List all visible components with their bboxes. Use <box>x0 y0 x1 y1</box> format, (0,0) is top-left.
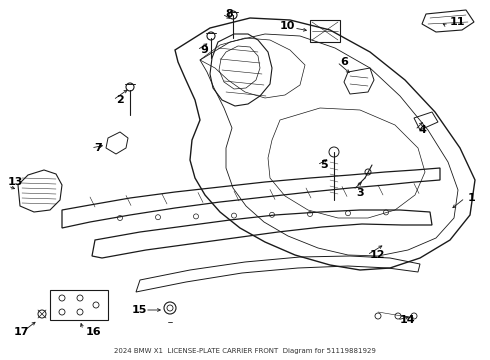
Text: 4: 4 <box>418 125 426 135</box>
Text: 2: 2 <box>116 95 124 105</box>
Text: 3: 3 <box>356 188 364 198</box>
Text: 2024 BMW X1  LICENSE-PLATE CARRIER FRONT  Diagram for 51119881929: 2024 BMW X1 LICENSE-PLATE CARRIER FRONT … <box>114 348 376 354</box>
Text: 6: 6 <box>340 57 348 67</box>
Text: 10: 10 <box>280 21 295 31</box>
Text: 11: 11 <box>450 17 465 27</box>
Text: 5: 5 <box>320 160 328 170</box>
Text: 14: 14 <box>400 315 416 325</box>
Text: 15: 15 <box>132 305 147 315</box>
Text: 12: 12 <box>370 250 386 260</box>
Text: 7: 7 <box>94 143 102 153</box>
Text: 13: 13 <box>8 177 24 187</box>
Text: 8: 8 <box>225 9 233 19</box>
Text: 9: 9 <box>200 45 208 55</box>
Text: 16: 16 <box>86 327 101 337</box>
Text: 1: 1 <box>468 193 476 203</box>
Text: 17: 17 <box>14 327 29 337</box>
